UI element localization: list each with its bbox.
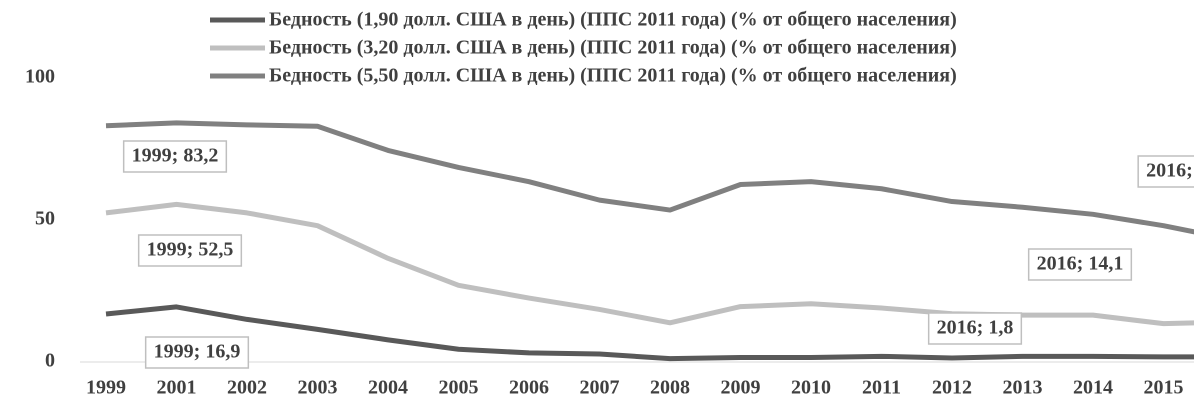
y-tick-label: 0: [45, 350, 55, 372]
x-tick-label: 2003: [298, 377, 338, 399]
data-label: 1999; 16,9: [154, 341, 241, 363]
legend-label: Бедность (5,50 долл. США в день) (ППС 20…: [269, 65, 957, 87]
data-label: 2016; 14,1: [1037, 253, 1124, 275]
data-label: 2016; 43: [1146, 160, 1194, 182]
x-tick-label: 2001: [157, 377, 197, 399]
x-tick-label: 2012: [932, 377, 972, 399]
series-line: [105, 201, 1194, 327]
data-label-box: [144, 336, 250, 369]
data-label: 1999; 52,5: [147, 239, 234, 261]
x-tick-label: 2014: [1073, 377, 1113, 399]
x-tick-label: 2010: [791, 377, 831, 399]
x-tick-label: 2015: [1144, 377, 1184, 399]
legend-label: Бедность (3,20 долл. США в день) (ППС 20…: [269, 37, 957, 59]
x-tick-label: 2002: [227, 377, 267, 399]
x-tick-label: 2011: [862, 377, 901, 399]
x-tick-label: 2008: [650, 377, 690, 399]
x-tick-label: 1999: [86, 377, 126, 399]
series-line: [105, 120, 1194, 235]
y-tick-label: 50: [35, 208, 55, 230]
x-tick-label: 2006: [509, 377, 549, 399]
series-line: [105, 304, 1194, 362]
y-tick-label: 100: [25, 66, 55, 88]
x-tick-label: 2004: [368, 377, 408, 399]
x-tick-label: 2007: [580, 377, 620, 399]
x-tick-label: 2009: [721, 377, 761, 399]
data-label-box: [1027, 248, 1133, 281]
x-tick-label: 2005: [439, 377, 479, 399]
data-label: 2016; 1,8: [937, 317, 1014, 339]
legend-label: Бедность (1,90 долл. США в день) (ППС 20…: [269, 9, 957, 31]
data-label-box: [137, 234, 243, 267]
data-label-box: [1137, 155, 1194, 188]
x-tick-label: 2013: [1003, 377, 1043, 399]
data-label-box: [927, 312, 1023, 345]
data-label-box: [122, 140, 228, 173]
data-label: 1999; 83,2: [132, 145, 219, 167]
